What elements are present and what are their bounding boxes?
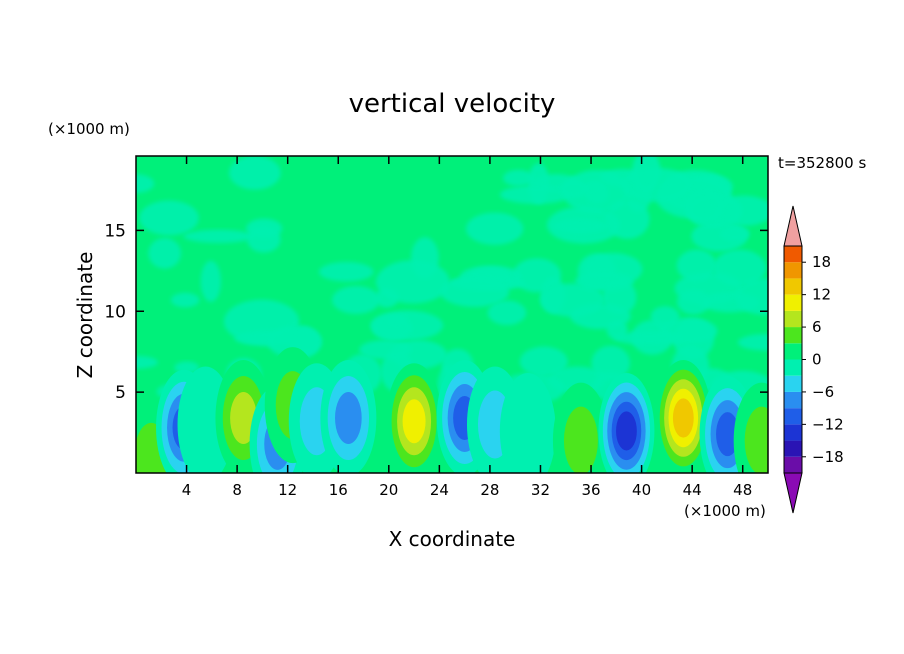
colorbar-segment bbox=[784, 440, 802, 457]
contour-texture-patch bbox=[136, 174, 155, 194]
contour-texture-patch bbox=[318, 262, 374, 282]
contour-texture-patch bbox=[229, 156, 281, 190]
contour-texture-patch bbox=[332, 286, 380, 314]
colorbar-segment bbox=[784, 359, 802, 376]
contour-texture-patch bbox=[465, 212, 524, 245]
y-tick-label: 15 bbox=[104, 221, 126, 241]
contour-texture-patch bbox=[503, 169, 534, 187]
colorbar-segment bbox=[784, 294, 802, 311]
contour-texture-patch bbox=[183, 229, 254, 243]
contour-texture-patch bbox=[735, 278, 768, 315]
contour-texture-patch bbox=[676, 249, 717, 282]
contour-texture-patch bbox=[719, 225, 750, 242]
x-tick-label: 12 bbox=[278, 481, 297, 499]
contour-cell bbox=[616, 411, 637, 451]
colorbar-tick-label: 12 bbox=[812, 286, 831, 304]
x-tick-label: 4 bbox=[182, 481, 192, 499]
contour-texture-patch bbox=[148, 237, 181, 269]
colorbar-segment bbox=[784, 327, 802, 344]
plot-area bbox=[136, 156, 768, 473]
contour-cell bbox=[672, 398, 694, 438]
contour-texture-patch bbox=[387, 314, 408, 328]
contour-cell bbox=[499, 372, 556, 473]
contour-texture-patch bbox=[713, 249, 767, 287]
chart-title: vertical velocity bbox=[349, 89, 556, 119]
plot-frame bbox=[135, 155, 769, 474]
contour-texture-patch bbox=[487, 300, 527, 326]
x-tick-label: 24 bbox=[430, 481, 449, 499]
contour-texture-patch bbox=[632, 156, 661, 193]
colorbar-segment bbox=[784, 456, 802, 473]
contour-texture-patch bbox=[440, 276, 510, 307]
colorbar-over-triangle bbox=[783, 205, 803, 247]
colorbar-segment bbox=[784, 424, 802, 441]
x-tick-label: 32 bbox=[531, 481, 550, 499]
x-unit-label: (×1000 m) bbox=[684, 502, 766, 520]
colorbar-segment bbox=[784, 343, 802, 360]
contour-texture-patch bbox=[200, 260, 221, 302]
colorbar-tick-label: 18 bbox=[812, 253, 831, 271]
contour-cell bbox=[563, 406, 598, 473]
x-tick-label: 44 bbox=[683, 481, 702, 499]
x-axis-label: X coordinate bbox=[389, 527, 516, 551]
colorbar-labels: 18 12 6 0 −6 −12 −18 bbox=[802, 253, 844, 466]
colorbar-tick-label: 6 bbox=[812, 318, 822, 336]
colorbar-segment bbox=[784, 278, 802, 295]
x-tick-label: 40 bbox=[632, 481, 651, 499]
colorbar bbox=[783, 205, 803, 514]
z-unit-label: (×1000 m) bbox=[48, 120, 130, 138]
contour-texture-patch bbox=[139, 200, 199, 236]
colorbar-segment bbox=[784, 310, 802, 328]
contour-cell bbox=[744, 406, 768, 473]
contour-texture-patch bbox=[737, 334, 768, 351]
contour-texture-patch bbox=[170, 292, 200, 308]
contour-cell bbox=[716, 412, 740, 457]
colorbar-segment bbox=[784, 262, 802, 279]
x-tick-label: 36 bbox=[581, 481, 600, 499]
x-tick-label: 16 bbox=[329, 481, 348, 499]
colorbar-segment bbox=[784, 375, 802, 392]
contour-texture-patch bbox=[246, 226, 281, 253]
colorbar-tick-label: −18 bbox=[812, 448, 844, 466]
contour-texture-patch bbox=[591, 345, 630, 381]
contour-texture-patch bbox=[540, 283, 605, 317]
contour-texture-patch bbox=[559, 179, 589, 199]
contour-texture-patch bbox=[267, 325, 322, 358]
x-axis-ticks: 4 8 12 16 20 24 28 32 36 40 44 48 bbox=[182, 156, 752, 499]
contour-texture-patch bbox=[553, 218, 607, 234]
contour-texture-patch bbox=[684, 189, 724, 223]
contour-texture-patch bbox=[359, 339, 413, 360]
contour-cell bbox=[230, 392, 257, 445]
x-tick-label: 28 bbox=[480, 481, 499, 499]
x-tick-label: 8 bbox=[232, 481, 242, 499]
contour-texture-patch bbox=[499, 185, 572, 204]
contour-texture-patch bbox=[676, 289, 711, 315]
contour-cell bbox=[335, 392, 362, 445]
contour-texture-patch bbox=[614, 331, 686, 345]
contour-features bbox=[136, 156, 768, 473]
x-tick-label: 20 bbox=[379, 481, 398, 499]
contour-texture-patch bbox=[136, 355, 158, 369]
time-label: t=352800 s bbox=[778, 154, 866, 172]
y-tick-label: 5 bbox=[115, 383, 126, 403]
colorbar-tick-label: −6 bbox=[812, 383, 834, 401]
colorbar-under-triangle bbox=[783, 472, 803, 514]
colorbar-segment bbox=[784, 246, 802, 263]
y-axis-ticks: 5 10 15 bbox=[104, 221, 768, 403]
y-tick-label: 10 bbox=[104, 302, 126, 322]
colorbar-segment bbox=[784, 391, 802, 409]
contour-cell bbox=[402, 399, 426, 444]
y-axis-label: Z coordinate bbox=[73, 252, 97, 379]
x-tick-label: 48 bbox=[733, 481, 752, 499]
colorbar-tick-label: 0 bbox=[812, 351, 822, 369]
contour-texture-patch bbox=[519, 346, 568, 377]
colorbar-segment bbox=[784, 408, 802, 425]
colorbar-tick-label: −12 bbox=[812, 415, 844, 433]
contour-texture-patch bbox=[376, 260, 450, 304]
